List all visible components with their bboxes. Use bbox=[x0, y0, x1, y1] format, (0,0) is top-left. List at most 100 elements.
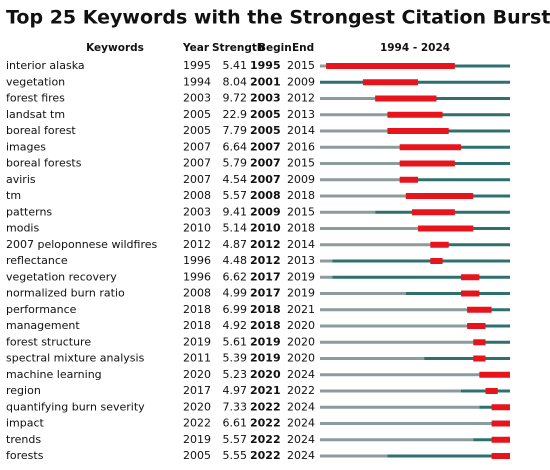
strength: 5.57 bbox=[223, 433, 248, 446]
strength: 5.23 bbox=[223, 368, 248, 381]
strength: 5.55 bbox=[223, 449, 248, 462]
timeline-before bbox=[320, 308, 468, 312]
timeline-active bbox=[473, 340, 510, 344]
strength: 6.62 bbox=[223, 270, 248, 283]
timeline-before bbox=[320, 178, 400, 182]
end: 2016 bbox=[287, 140, 315, 153]
strength: 5.41 bbox=[223, 59, 248, 72]
timeline-active bbox=[332, 275, 510, 279]
timeline-active bbox=[467, 324, 510, 328]
strength: 8.04 bbox=[223, 75, 248, 88]
keyword: interior alaska bbox=[6, 59, 85, 72]
end: 2024 bbox=[287, 449, 315, 462]
begin: 2018 bbox=[250, 303, 281, 316]
timeline-before bbox=[320, 405, 480, 409]
end: 2015 bbox=[287, 59, 315, 72]
begin: 1995 bbox=[250, 59, 281, 72]
begin: 2020 bbox=[250, 368, 281, 381]
keyword: region bbox=[6, 384, 41, 397]
begin: 2018 bbox=[250, 319, 281, 332]
timeline-before bbox=[320, 438, 474, 442]
timeline-before bbox=[320, 113, 388, 117]
column-header: Keywords bbox=[86, 42, 144, 54]
burst-bar bbox=[485, 388, 498, 394]
begin: 2009 bbox=[250, 205, 281, 218]
end: 2009 bbox=[287, 173, 315, 186]
keyword: normalized burn ratio bbox=[6, 287, 125, 300]
keyword: reflectance bbox=[6, 254, 68, 267]
begin: 2022 bbox=[250, 400, 281, 413]
begin: 2019 bbox=[250, 335, 281, 348]
begin: 2022 bbox=[250, 449, 281, 462]
timeline-before bbox=[320, 389, 461, 393]
year: 2007 bbox=[183, 140, 211, 153]
begin: 2003 bbox=[250, 92, 281, 105]
keyword: tm bbox=[6, 189, 21, 202]
keyword: aviris bbox=[6, 173, 36, 186]
burst-bar bbox=[418, 225, 474, 232]
strength: 4.87 bbox=[223, 238, 248, 251]
burst-bar bbox=[473, 339, 486, 346]
strength: 5.61 bbox=[223, 335, 248, 348]
year: 2019 bbox=[183, 335, 211, 348]
burst-bar bbox=[491, 453, 510, 459]
keyword: quantifying burn severity bbox=[6, 400, 145, 413]
burst-bar bbox=[387, 111, 443, 118]
strength: 5.57 bbox=[223, 189, 248, 202]
burst-bar bbox=[375, 95, 437, 102]
chart-title: Top 25 Keywords with the Strongest Citat… bbox=[6, 7, 550, 29]
timeline-before bbox=[320, 422, 492, 425]
year: 2008 bbox=[183, 189, 211, 202]
strength: 6.99 bbox=[223, 303, 248, 316]
end: 2012 bbox=[287, 92, 315, 105]
begin: 2010 bbox=[250, 222, 281, 235]
strength: 5.14 bbox=[223, 222, 248, 235]
keyword: landsat tm bbox=[6, 108, 65, 121]
year: 2007 bbox=[183, 173, 211, 186]
begin: 2012 bbox=[250, 254, 281, 267]
burst-bar bbox=[430, 258, 443, 264]
end: 2009 bbox=[287, 75, 315, 88]
begin: 2008 bbox=[250, 189, 281, 202]
timeline-before bbox=[320, 324, 468, 328]
column-header: End bbox=[292, 42, 314, 54]
timeline-before bbox=[320, 373, 480, 377]
keyword: machine learning bbox=[6, 368, 102, 381]
year: 1996 bbox=[183, 270, 211, 283]
burst-bar bbox=[387, 128, 449, 134]
keyword: modis bbox=[6, 222, 39, 235]
timeline-active bbox=[399, 178, 510, 182]
begin: 2012 bbox=[250, 238, 281, 251]
timeline-before bbox=[320, 210, 376, 214]
end: 2021 bbox=[287, 303, 315, 316]
year: 2018 bbox=[183, 303, 211, 316]
keyword: performance bbox=[6, 303, 77, 316]
burst-bar bbox=[467, 323, 486, 329]
year: 1994 bbox=[183, 75, 211, 88]
end: 2020 bbox=[287, 319, 315, 332]
keyword: spectral mixture analysis bbox=[6, 352, 145, 365]
year: 2020 bbox=[183, 368, 211, 381]
timeline-before bbox=[320, 162, 400, 165]
begin: 2007 bbox=[250, 157, 281, 170]
strength: 5.79 bbox=[223, 157, 248, 170]
year: 2022 bbox=[183, 417, 211, 430]
keyword: trends bbox=[6, 433, 41, 446]
begin: 2005 bbox=[250, 124, 281, 137]
end: 2015 bbox=[287, 205, 315, 218]
timeline-active bbox=[405, 292, 510, 295]
strength: 5.39 bbox=[223, 352, 248, 365]
burst-bar bbox=[399, 160, 455, 167]
end: 2014 bbox=[287, 124, 315, 137]
end: 2020 bbox=[287, 335, 315, 348]
begin: 2001 bbox=[250, 75, 281, 88]
end: 2020 bbox=[287, 352, 315, 365]
strength: 22.9 bbox=[223, 108, 248, 121]
strength: 4.99 bbox=[223, 287, 248, 300]
burst-bar bbox=[491, 420, 510, 427]
year: 2005 bbox=[183, 124, 211, 137]
burst-bar bbox=[362, 79, 419, 86]
timeline-before bbox=[320, 145, 400, 149]
keyword: 2007 peloponnese wildfires bbox=[6, 238, 158, 251]
year: 2005 bbox=[183, 108, 211, 121]
